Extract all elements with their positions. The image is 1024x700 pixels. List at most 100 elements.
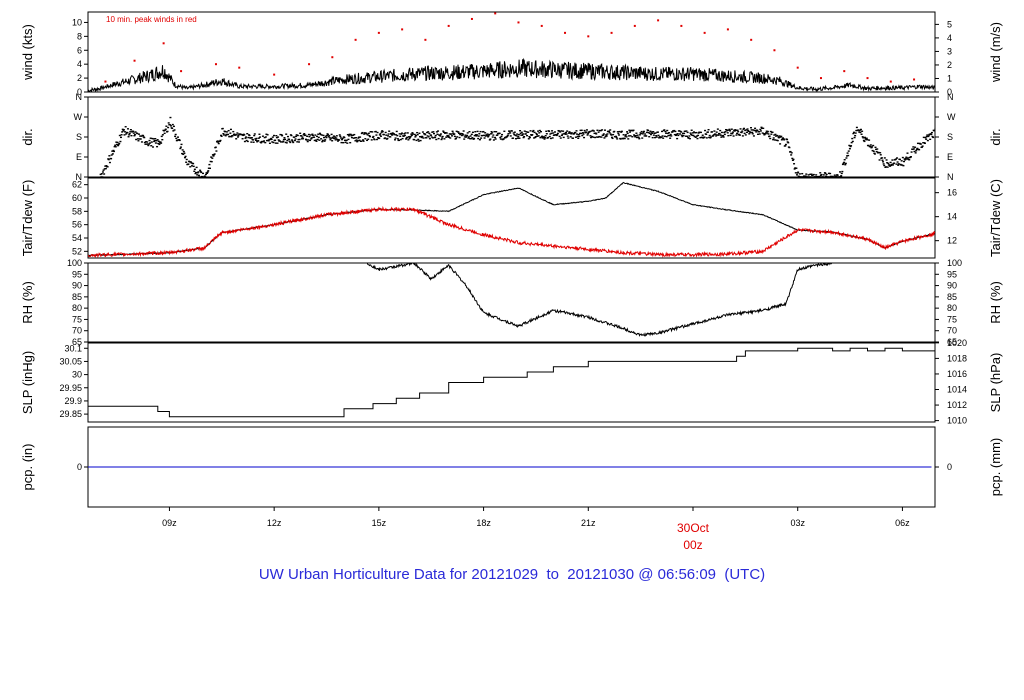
direction-point [200,171,203,174]
y-tick-label-right: 1016 [947,369,967,379]
direction-point [254,138,257,140]
direction-point [891,159,894,161]
direction-point [326,133,329,135]
direction-point [596,129,599,131]
direction-point [648,136,651,138]
direction-point [844,164,847,166]
direction-point [254,139,257,142]
direction-point [593,132,596,135]
direction-point [875,150,878,153]
direction-point [499,138,502,140]
direction-point [316,135,319,138]
direction-point [658,136,661,138]
direction-point [858,131,861,133]
peak-wind-point [610,31,613,34]
direction-point [313,139,316,142]
direction-point [335,137,338,139]
peak-wind-point [796,66,799,69]
direction-point [236,136,239,138]
direction-point [838,176,841,177]
direction-point [355,137,358,139]
direction-point [859,131,862,134]
direction-point [481,134,484,137]
direction-point [473,134,476,137]
direction-point [221,127,224,130]
direction-point [211,157,214,159]
direction-point [796,172,799,174]
direction-point [906,152,909,154]
direction-point [142,134,145,137]
y-axis-label-left: Tair/Tdew (F) [20,180,35,257]
direction-point [343,136,346,139]
direction-point [882,161,885,163]
direction-point [100,176,103,177]
direction-point [477,135,480,137]
direction-point [180,143,183,146]
direction-point [850,141,853,144]
direction-point [318,132,321,135]
direction-point [640,130,643,133]
direction-point [583,129,586,132]
direction-point [513,133,516,136]
direction-point [790,152,793,154]
direction-point [648,132,651,135]
direction-point [482,130,485,133]
direction-point [651,136,654,139]
direction-point [321,139,324,142]
direction-point [279,133,282,136]
direction-point [723,131,726,134]
direction-point [158,142,161,144]
direction-point [610,136,613,139]
direction-point [130,134,133,137]
direction-point [546,136,549,139]
direction-point [901,156,904,159]
direction-point [766,132,769,134]
direction-point [747,129,750,132]
date-label-line2: 00z [683,538,702,552]
direction-point [361,139,364,141]
direction-point [319,133,322,136]
direction-point [918,149,921,151]
direction-point [321,140,324,143]
direction-point [901,164,904,166]
direction-point [712,135,715,137]
direction-point [420,135,423,138]
direction-point [352,137,355,139]
direction-point [521,133,524,135]
direction-point [872,150,875,152]
series-Tair [88,181,935,257]
direction-point [111,150,114,152]
direction-point [749,131,752,134]
y-axis-label-right: SLP (hPa) [988,353,1003,413]
direction-point [455,137,458,140]
direction-point [102,169,105,171]
direction-point [865,138,868,141]
peak-wind-point [238,66,241,69]
peak-wind-point [703,31,706,34]
direction-point [299,132,302,134]
direction-point [166,130,169,133]
direction-point [295,134,298,136]
direction-point [761,127,764,130]
direction-point [699,136,702,139]
direction-point [883,164,886,167]
direction-point [489,133,492,135]
direction-point [770,133,773,135]
direction-point [389,132,392,135]
direction-point [452,132,455,134]
direction-point [275,134,278,137]
direction-point [809,173,812,175]
direction-point [609,133,612,135]
direction-point [169,116,172,119]
direction-point [878,159,881,161]
direction-point [848,144,851,147]
direction-point [189,161,192,163]
y-tick-label-left: 8 [77,31,82,41]
direction-point [421,131,424,133]
y-tick-label-left: N [76,172,83,182]
y-tick-label-right: 1020 [947,338,967,348]
direction-point [612,133,615,136]
direction-point [849,145,852,148]
direction-point [844,162,847,165]
direction-point [194,172,197,175]
